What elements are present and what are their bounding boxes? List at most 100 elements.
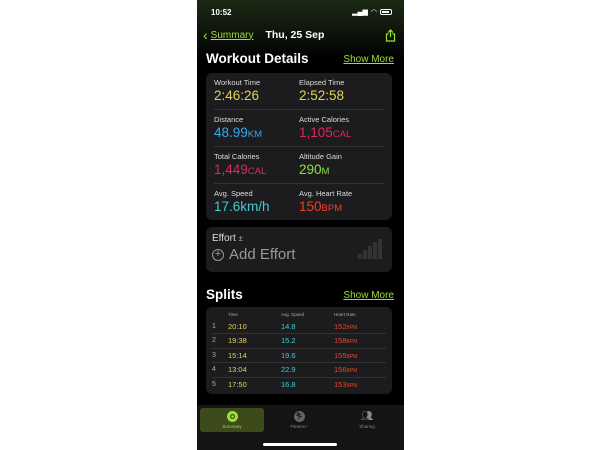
split-hr-value: 158 (334, 336, 347, 346)
splits-card: Time Avg. Speed Heart Rate 1 20:10 14.8 152… (206, 307, 392, 394)
header-time: Time (228, 312, 238, 317)
split-number: 2 (212, 333, 228, 349)
split-hr-unit: BPM (346, 383, 358, 389)
metric-cell: Total Calories 1,449CAL (214, 152, 299, 183)
metric-cell: Workout Time 2:46:26 (214, 78, 299, 109)
metric-value: 2:46:26 (214, 88, 299, 103)
metric-label: Workout Time (214, 78, 261, 87)
status-time: 10:52 (211, 8, 232, 17)
add-effort-button[interactable]: Add Effort (229, 246, 296, 263)
back-button[interactable]: Summary (210, 29, 254, 41)
split-time: 19:38 (228, 333, 281, 349)
split-number: 1 (212, 319, 228, 334)
metric-number: 290 (299, 162, 322, 177)
metrics-row: Workout Time 2:46:26 Elapsed Time 2:52:58 (214, 73, 384, 110)
splits-title: Splits (206, 287, 243, 302)
split-heart-rate: 155BPM (334, 348, 386, 363)
split-number: 4 (212, 362, 228, 378)
metric-number: 2:46:26 (214, 88, 260, 103)
metric-cell: Active Calories 1,105CAL (299, 115, 384, 146)
split-number: 5 (212, 381, 216, 388)
metric-cell: Avg. Heart Rate 150BPM (299, 189, 384, 221)
split-time: 13:04 (228, 362, 281, 378)
split-hr-value: 155 (334, 350, 347, 360)
metric-label: Distance (214, 115, 244, 124)
tab-sharing[interactable]: 👥︎ Sharing (335, 408, 399, 432)
split-speed: 16.8 (281, 380, 296, 389)
tab-fitness-label: Fitness+ (290, 424, 308, 429)
metric-cell: Avg. Speed 17.6km/h (214, 189, 299, 221)
metric-label: Altitude Gain (299, 152, 342, 161)
split-speed: 19.6 (281, 348, 334, 363)
tab-summary-label: Summary (222, 424, 242, 429)
add-circle-icon[interactable]: + (212, 248, 224, 261)
split-row: 5 17:50 16.8 153BPM (212, 377, 386, 392)
metric-value: 290M (299, 162, 384, 177)
split-time: 17:50 (228, 380, 247, 389)
metric-number: 17.6km/h (214, 199, 270, 214)
split-hr-unit: BPM (346, 368, 358, 375)
split-speed: 22.9 (281, 362, 334, 378)
metric-unit: CAL (247, 166, 267, 177)
workout-show-more-link[interactable]: Show More (343, 54, 394, 65)
splits-table: Time Avg. Speed Heart Rate 1 20:10 14.8 152… (212, 310, 386, 392)
metric-number: 150 (299, 199, 322, 214)
header-speed: Avg. Speed (281, 312, 305, 317)
metric-number: 1,105 (299, 125, 333, 140)
effort-info-icon: ± (238, 234, 243, 243)
split-hr-unit: BPM (346, 353, 358, 360)
split-row: 2 19:38 15.2 158BPM (212, 333, 386, 349)
metric-unit: M (321, 166, 330, 177)
effort-level-icon (358, 239, 382, 259)
metric-label: Avg. Heart Rate (299, 189, 353, 198)
tab-sharing-label: Sharing (359, 424, 375, 429)
metric-label: Total Calories (214, 152, 260, 161)
metric-value: 48.99KM (214, 125, 299, 140)
split-row: 4 13:04 22.9 156BPM (212, 362, 386, 378)
phone-screen: 10:52 ▂▄▆ ◠ ‹ Summary Thu, 25 Sep Workou… (197, 0, 404, 450)
split-speed: 15.2 (281, 333, 334, 349)
back-chevron-icon[interactable]: ‹ (203, 27, 208, 43)
splits-show-more-link[interactable]: Show More (343, 290, 394, 301)
metric-cell: Distance 48.99KM (214, 115, 299, 146)
metric-value: 150BPM (299, 199, 384, 214)
split-time: 20:10 (228, 319, 281, 334)
nav-date: Thu, 25 Sep (265, 29, 325, 41)
split-time: 15:14 (228, 348, 281, 363)
split-number: 3 (212, 348, 228, 363)
effort-label: Effort (212, 233, 236, 244)
metric-number: 2:52:58 (299, 88, 345, 103)
workout-metrics-card: Workout Time 2:46:26 Elapsed Time 2:52:58 Di… (206, 73, 392, 220)
split-hr-unit: BPM (346, 324, 358, 331)
split-row: 1 20:10 14.8 152BPM (212, 319, 386, 334)
split-heart-rate: 158BPM (334, 333, 386, 349)
split-hr-unit: BPM (346, 339, 358, 346)
split-speed: 14.8 (281, 319, 334, 334)
metrics-row: Avg. Speed 17.6km/h Avg. Heart Rate 150BPM (214, 184, 384, 221)
metrics-row: Distance 48.99KM Active Calories 1,105CAL (214, 110, 384, 147)
fitness-runner-icon: 🏃︎ (293, 411, 305, 422)
metric-number: 1,449 (214, 162, 248, 177)
wifi-icon: ◠ (370, 9, 377, 16)
metric-value: 1,105CAL (299, 125, 384, 140)
status-icons: ▂▄▆ ◠ (352, 8, 392, 16)
metric-cell: Altitude Gain 290M (299, 152, 384, 183)
tab-summary[interactable]: Summary (200, 408, 264, 432)
nav-bar: ‹ Summary Thu, 25 Sep (203, 27, 396, 43)
summary-rings-icon (226, 411, 238, 422)
metric-label: Avg. Speed (214, 189, 253, 198)
effort-card[interactable]: Effort ± + Add Effort (206, 227, 392, 272)
split-heart-rate: 152BPM (334, 319, 386, 334)
share-icon[interactable] (385, 28, 396, 42)
battery-icon (380, 9, 392, 15)
sharing-people-icon: 👥︎ (360, 411, 374, 422)
split-heart-rate: 156BPM (334, 362, 386, 378)
tab-fitness-plus[interactable]: 🏃︎ Fitness+ (267, 408, 331, 432)
home-indicator[interactable] (263, 443, 337, 446)
metric-cell: Elapsed Time 2:52:58 (299, 78, 384, 109)
metric-label: Elapsed Time (299, 78, 345, 87)
metrics-row: Total Calories 1,449CAL Altitude Gain 290M (214, 147, 384, 184)
split-heart-rate: 153BPM (334, 377, 386, 392)
signal-icon: ▂▄▆ (352, 9, 368, 16)
metric-number: 48.99 (214, 125, 248, 140)
